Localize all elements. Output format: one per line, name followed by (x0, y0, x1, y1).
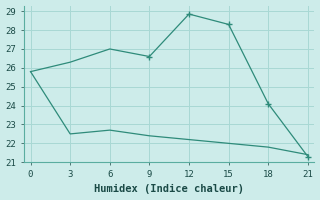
X-axis label: Humidex (Indice chaleur): Humidex (Indice chaleur) (94, 184, 244, 194)
